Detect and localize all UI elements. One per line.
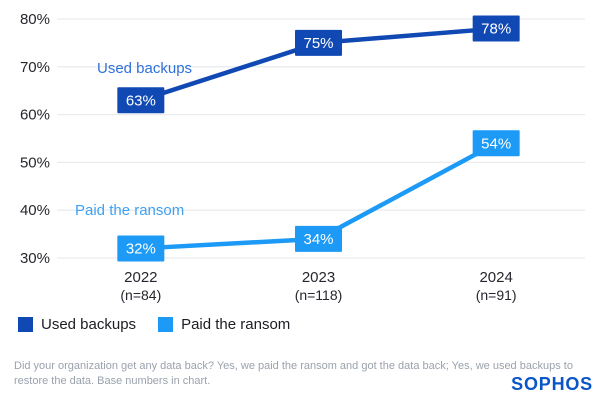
legend-label-used-backups: Used backups (41, 316, 137, 333)
x-tick-sublabel: (n=84) (120, 287, 161, 303)
data-label: 63% (126, 92, 156, 109)
x-tick-label: 2024 (479, 269, 512, 286)
y-tick-label: 60% (20, 107, 50, 124)
legend-item-paid-the-ransom: Paid the ransom (158, 316, 290, 333)
x-tick-label: 2022 (124, 269, 157, 286)
y-tick-label: 70% (20, 59, 50, 76)
data-label: 78% (481, 21, 511, 38)
data-label-box (117, 235, 165, 262)
legend-label-paid-the-ransom: Paid the ransom (181, 316, 291, 333)
y-tick-label: 50% (20, 154, 50, 171)
data-label-box (472, 15, 520, 42)
y-tick-label: 40% (20, 202, 50, 219)
x-tick-sublabel: (n=118) (295, 287, 343, 303)
data-label-box (295, 29, 342, 56)
legend-swatch-paid-the-ransom (158, 317, 174, 332)
data-label-box (295, 225, 342, 252)
line-chart: 30% 40% 50% 60% 70% 80% Used backups Paid the r… (20, 11, 585, 303)
series-inline-label: Paid the ransom (75, 202, 184, 219)
data-label-box (117, 87, 165, 114)
data-label: 54% (481, 135, 511, 152)
series-inline-label: Used backups (97, 60, 192, 77)
data-label: 34% (303, 231, 333, 248)
legend-item-used-backups: Used backups (18, 316, 136, 333)
legend: Used backups Paid the ransom (18, 316, 290, 333)
data-label: 75% (303, 35, 333, 52)
data-label: 32% (126, 240, 156, 257)
x-tick-label: 2023 (302, 269, 335, 286)
footnote-text: Did your organization get any data back?… (14, 360, 573, 387)
sophos-logo: SOPHOS (511, 374, 593, 394)
data-label-box (472, 130, 520, 157)
legend-swatch-used-backups (18, 317, 33, 332)
y-tick-label: 30% (20, 250, 50, 267)
y-tick-label: 80% (20, 11, 50, 28)
x-tick-sublabel: (n=91) (476, 287, 517, 303)
